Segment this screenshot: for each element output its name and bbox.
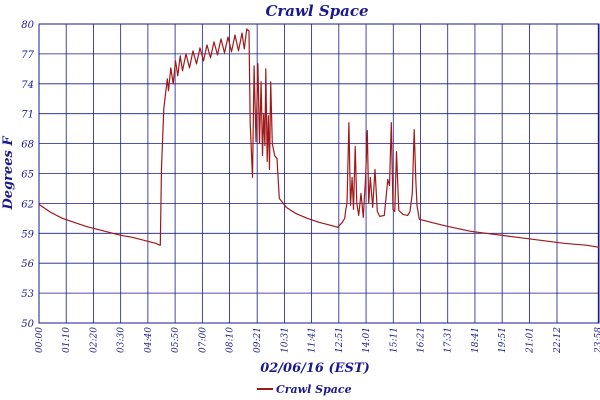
legend: Crawl Space bbox=[257, 383, 352, 396]
y-axis-title: Degrees F bbox=[1, 136, 16, 211]
x-tick-label: 11:41 bbox=[308, 327, 318, 353]
x-tick-label: 21:01 bbox=[525, 327, 535, 354]
x-tick-label: 19:51 bbox=[498, 327, 508, 353]
x-tick-label: 01:10 bbox=[62, 327, 72, 353]
x-tick-label: 12:51 bbox=[335, 327, 345, 353]
y-tick-label: 71 bbox=[21, 110, 34, 121]
x-tick-label: 04:40 bbox=[144, 327, 154, 353]
x-axis-title: 02/06/16 (EST) bbox=[260, 361, 370, 376]
x-tick-label: 14:01 bbox=[362, 327, 372, 353]
legend-label: Crawl Space bbox=[276, 383, 352, 396]
chart-title: Crawl Space bbox=[265, 2, 368, 20]
y-tick-label: 62 bbox=[21, 199, 34, 210]
y-tick-label: 56 bbox=[21, 259, 34, 270]
x-tick-label: 00:00 bbox=[35, 327, 45, 353]
y-tick-labels: 50 53 56 59 62 65 68 71 74 77 80 bbox=[21, 20, 34, 330]
x-tick-label: 23:58 bbox=[594, 327, 600, 354]
x-tick-label: 08:10 bbox=[226, 327, 236, 353]
y-tick-label: 74 bbox=[21, 80, 34, 91]
y-tick-label: 50 bbox=[21, 319, 34, 330]
x-tick-label: 03:30 bbox=[117, 327, 127, 353]
y-tick-label: 77 bbox=[21, 50, 34, 61]
y-tick-label: 59 bbox=[21, 229, 34, 240]
grid-lines bbox=[38, 23, 599, 324]
x-tick-label: 17:31 bbox=[444, 327, 454, 353]
x-tick-label: 16:21 bbox=[417, 327, 427, 353]
series-layer bbox=[38, 28, 600, 248]
series-line bbox=[38, 28, 600, 248]
x-tick-label: 07:00 bbox=[198, 327, 208, 353]
y-tick-label: 68 bbox=[21, 140, 34, 151]
y-tick-label: 65 bbox=[21, 170, 34, 181]
x-tick-label: 18:41 bbox=[471, 327, 481, 353]
x-tick-label: 02:20 bbox=[89, 327, 99, 353]
y-tick-label: 53 bbox=[21, 289, 34, 300]
x-tick-labels: 00:00 01:10 02:20 03:30 04:40 05:50 07:00 08:10… bbox=[35, 327, 600, 354]
x-tick-label: 10:31 bbox=[280, 327, 290, 353]
y-tick-label: 80 bbox=[21, 20, 34, 31]
x-tick-label: 09:21 bbox=[253, 327, 263, 353]
x-tick-label: 22:12 bbox=[553, 327, 563, 354]
plot-frame bbox=[38, 23, 600, 324]
x-tick-label: 15:11 bbox=[389, 327, 399, 353]
x-tick-label: 05:50 bbox=[171, 327, 181, 353]
